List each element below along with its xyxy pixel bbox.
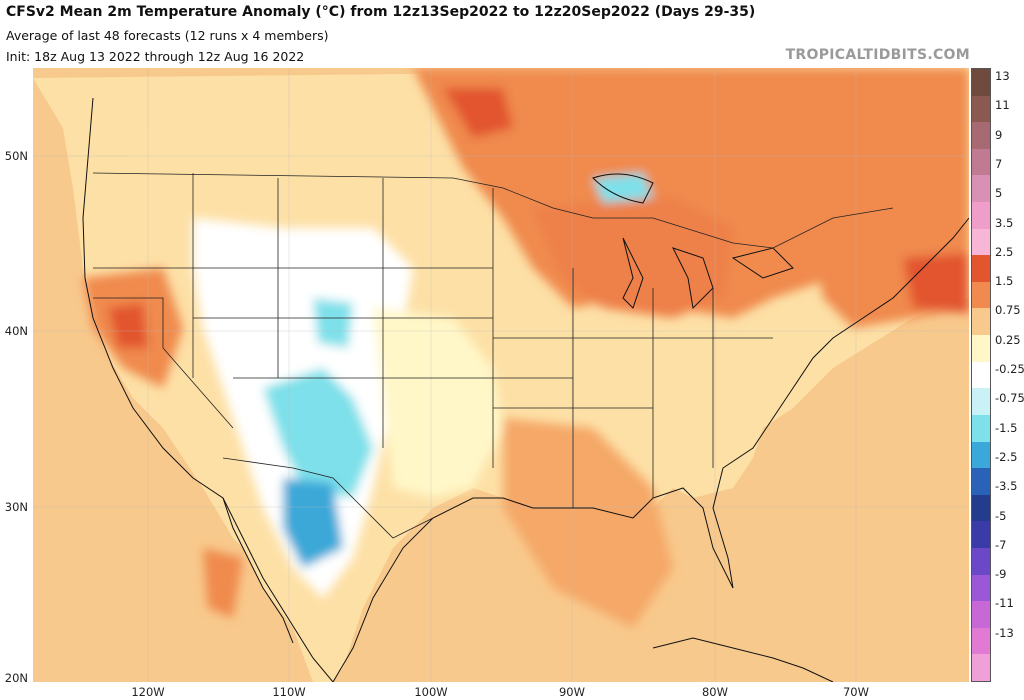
colorbar-segment <box>972 308 990 336</box>
colorbar-label: 3.5 <box>995 215 1014 230</box>
colorbar-label: -11 <box>995 596 1014 611</box>
anomaly-zone-california-peak <box>108 303 148 348</box>
mild-zone-plains <box>373 308 503 498</box>
colorbar-segment <box>972 494 990 522</box>
lat-label: 20N <box>4 671 28 685</box>
cool-zone-colorado <box>313 298 353 348</box>
brand-watermark: TROPICALTIDBITS.COM <box>785 47 970 63</box>
map-title: CFSv2 Mean 2m Temperature Anomaly (°C) f… <box>6 4 756 20</box>
colorbar-label: 0.25 <box>995 332 1021 347</box>
colorbar-segment <box>972 69 990 96</box>
latitude-axis: 50N 40N 30N 20N <box>0 68 33 685</box>
colorbar-label: 5 <box>995 186 1003 201</box>
colorbar-label: -7 <box>995 537 1007 552</box>
graticule <box>33 68 969 682</box>
colorbar-label: -1.5 <box>995 420 1018 435</box>
colorbar-segment <box>972 521 990 549</box>
colorbar-segment <box>972 414 990 442</box>
colorbar-segment <box>972 441 990 469</box>
colorbar-segment <box>972 228 990 256</box>
colorbar <box>971 68 991 682</box>
cool-zone-mexico-core <box>283 478 343 568</box>
colorbar-segment <box>972 601 990 629</box>
init-time: Init: 18z Aug 13 2022 through 12z Aug 16… <box>6 49 305 64</box>
lat-label: 30N <box>4 500 28 514</box>
colorbar-segment <box>972 547 990 575</box>
colorbar-label: -0.75 <box>995 391 1024 406</box>
lon-label: 90W <box>558 685 586 699</box>
colorbar-label: 11 <box>995 98 1010 113</box>
cool-zone-superior <box>593 173 653 203</box>
anomaly-zone-gulf <box>503 418 673 628</box>
lat-label: 40N <box>4 324 28 338</box>
colorbar-label: -13 <box>995 625 1014 640</box>
anomaly-zone-quebec-peak <box>443 88 513 138</box>
colorbar-segment <box>972 202 990 230</box>
colorbar-segment <box>972 175 990 203</box>
colorbar-segment <box>972 654 990 682</box>
coastlines <box>82 97 969 682</box>
colorbar-segment <box>972 574 990 602</box>
colorbar-label: -3.5 <box>995 479 1018 494</box>
colorbar-segment <box>972 148 990 176</box>
lon-label: 100W <box>414 685 448 699</box>
colorbar-label: 1.5 <box>995 274 1014 289</box>
longitude-axis: 120W 110W 100W 90W 80W 70W <box>33 682 969 700</box>
anomaly-zone-mexico-coast <box>203 548 243 618</box>
colorbar-label: 9 <box>995 127 1003 142</box>
colorbar-segment <box>972 361 990 389</box>
colorbar-label: 0.75 <box>995 303 1021 318</box>
colorbar-label: -9 <box>995 567 1007 582</box>
colorbar-segment <box>972 388 990 416</box>
colorbar-segment <box>972 95 990 123</box>
lon-label: 80W <box>701 685 729 699</box>
colorbar-label: -5 <box>995 508 1007 523</box>
lon-label: 120W <box>131 685 165 699</box>
colorbar-segment <box>972 255 990 283</box>
colorbar-segment <box>972 335 990 363</box>
colorbar-segment <box>972 122 990 150</box>
colorbar-segment <box>972 281 990 309</box>
colorbar-segment <box>972 468 990 496</box>
colorbar-label: 7 <box>995 156 1003 171</box>
colorbar-label: 2.5 <box>995 244 1014 259</box>
colorbar-label: 13 <box>995 69 1010 83</box>
anomaly-map <box>33 68 969 682</box>
anomaly-zone-atlantic-peak <box>903 253 969 313</box>
colorbar-label: -2.5 <box>995 449 1018 464</box>
lat-label: 50N <box>4 149 28 163</box>
map-subtitle: Average of last 48 forecasts (12 runs x … <box>6 28 329 43</box>
colorbar-label: -0.25 <box>995 362 1024 376</box>
cool-zone-southwest <box>263 368 373 498</box>
colorbar-segment <box>972 627 990 655</box>
lon-label: 110W <box>272 685 306 699</box>
lon-label: 70W <box>842 685 870 699</box>
political-borders <box>92 172 894 539</box>
